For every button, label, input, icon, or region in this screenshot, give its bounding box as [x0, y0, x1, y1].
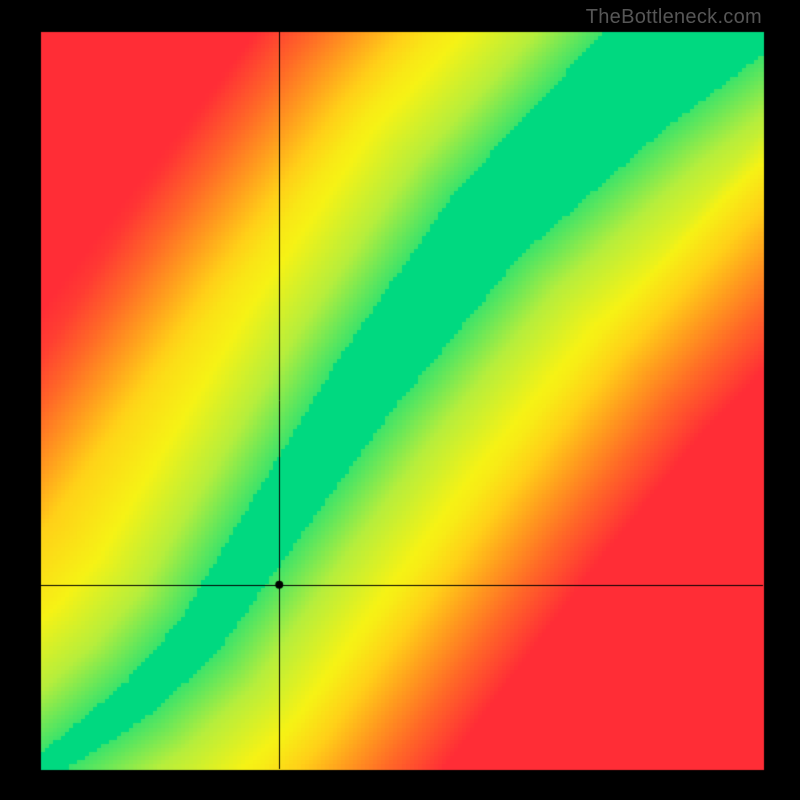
- bottleneck-heatmap: [0, 0, 800, 800]
- chart-container: TheBottleneck.com: [0, 0, 800, 800]
- watermark-text: TheBottleneck.com: [586, 6, 762, 29]
